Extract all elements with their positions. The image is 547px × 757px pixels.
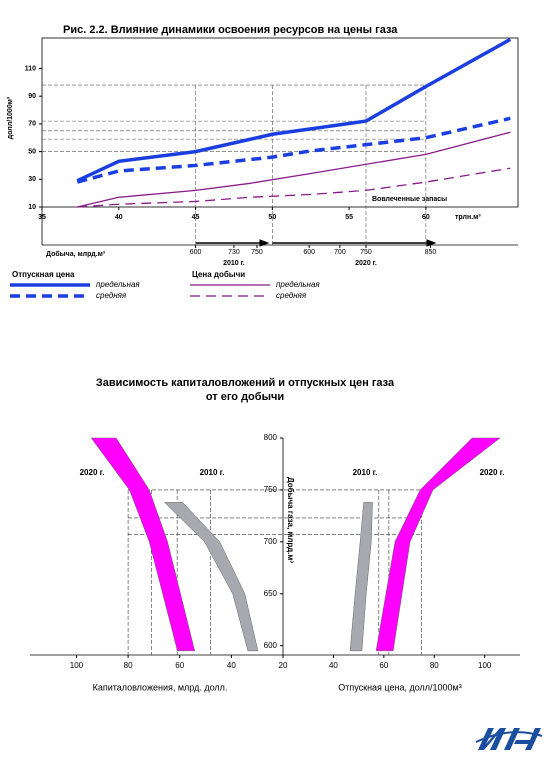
y-tick-label: 50 (28, 148, 36, 155)
x-tick-label: 50 (268, 214, 276, 221)
series-line (76, 37, 512, 183)
x-tick-label: 60 (422, 214, 430, 221)
arrows (196, 239, 437, 247)
x-tick-label: 40 (329, 661, 338, 670)
series-label: 2020 г. (480, 468, 505, 477)
x2-tick-label: 600 (303, 249, 315, 256)
legend-label: предельная (96, 280, 140, 289)
logo (474, 727, 543, 751)
x-tick-label: 60 (379, 661, 388, 670)
x2-year-label: 2010 г. (223, 260, 245, 267)
x2-tick-label: 730 (228, 249, 240, 256)
x2-tick-label: 750 (251, 249, 263, 256)
x-right-label: Отпускная цена, долл/1000м³ (338, 682, 462, 692)
x2-tick-label: 850 (425, 249, 437, 256)
series-label: 2020 г. (80, 468, 105, 477)
y-axis-label: долл/1000м³ (7, 96, 14, 139)
series-label: 2010 г. (353, 468, 378, 477)
series-line (77, 131, 511, 208)
legend-label: средняя (276, 291, 307, 300)
x2-year-label: 2020 г. (355, 260, 377, 267)
x-tick-label: 45 (192, 214, 200, 221)
x2-tick-label: 600 (190, 249, 202, 256)
chart-title: Рис. 2.2. Влияние динамики освоения ресу… (63, 24, 398, 36)
annotation: Вовлеченные запасы (372, 196, 447, 203)
y-tick-label: 110 (25, 65, 36, 72)
x-axis-label: трлн.м³ (455, 214, 481, 221)
y-tick-label: 600 (264, 641, 278, 650)
legend-label: средняя (96, 291, 127, 300)
x-tick-label: 80 (430, 661, 439, 670)
band (375, 437, 501, 652)
plot-frame (41, 37, 519, 208)
band (349, 502, 373, 652)
x2-tick-label: 700 (334, 249, 346, 256)
legend-group-title: Цена добычи (192, 270, 245, 279)
series-line (77, 167, 511, 208)
x-tick-label: 20 (279, 661, 288, 670)
x-tick-label: 100 (70, 661, 84, 670)
chart-title: от его добычи (206, 391, 284, 403)
x-left-label: Капиталовложения, млрд. долл. (93, 682, 228, 692)
x-tick-label: 35 (38, 214, 46, 221)
band (163, 502, 259, 652)
legend-group-title: Отпускная цена (12, 270, 75, 279)
x2-axis-label: Добыча, млрд.м³ (46, 250, 106, 258)
x-tick-label: 40 (115, 214, 123, 221)
x-tick-label: 60 (175, 661, 184, 670)
y-tick-label: 700 (264, 537, 278, 546)
y-tick-label: 10 (28, 204, 36, 211)
series-label: 2010 г. (200, 468, 225, 477)
band (90, 437, 196, 652)
y-tick-label: 90 (28, 93, 36, 100)
y-axis-label: Добыча газа, млрд.м³ (286, 477, 295, 563)
legend-label: предельная (276, 280, 320, 289)
y-tick-label: 30 (28, 176, 36, 183)
x-tick-label: 100 (478, 661, 492, 670)
x-tick-label: 80 (124, 661, 133, 670)
y-tick-label: 650 (264, 589, 278, 598)
x-tick-label: 55 (345, 214, 353, 221)
y-tick-label: 800 (264, 433, 278, 442)
series-line (76, 116, 511, 184)
y-tick-label: 750 (264, 485, 278, 494)
x-tick-label: 40 (227, 661, 236, 670)
x2-tick-label: 750 (360, 249, 372, 256)
y-tick-label: 70 (28, 121, 36, 128)
chart-title: Зависимость капиталовложений и отпускных… (96, 377, 395, 389)
